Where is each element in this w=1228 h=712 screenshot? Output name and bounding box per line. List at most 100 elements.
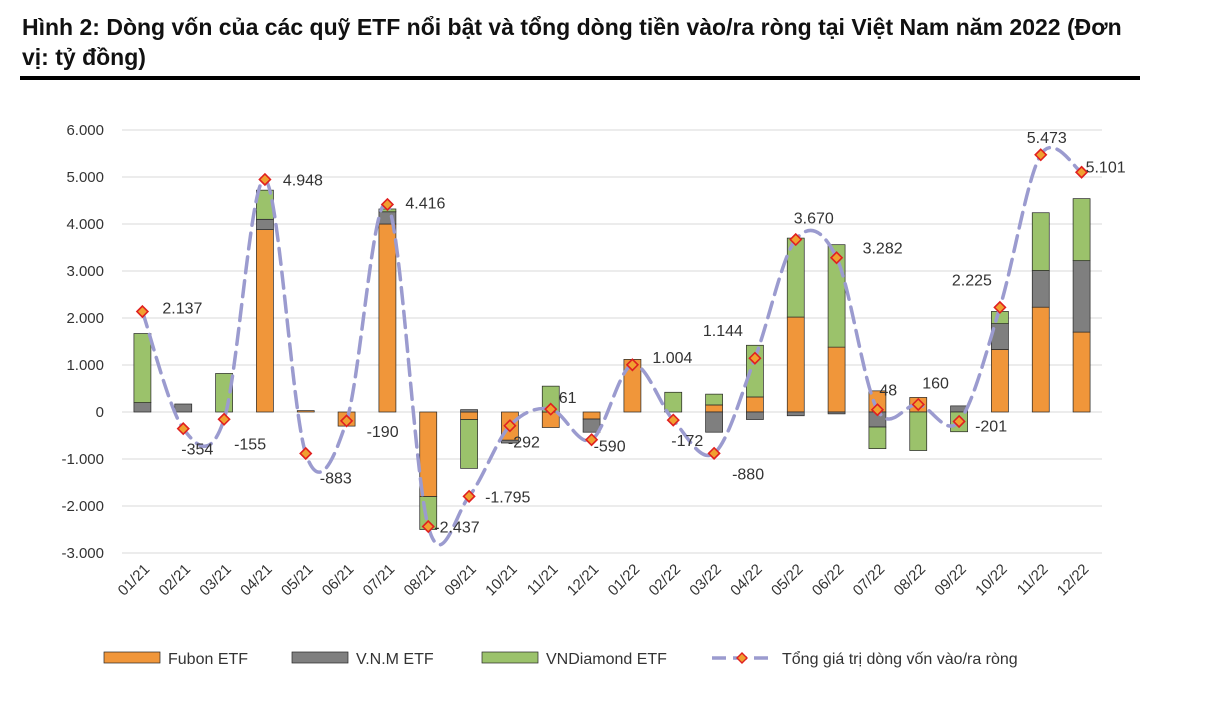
x-tick-label: 03/21 [196,561,235,600]
data-label-03-21: -155 [234,436,266,453]
total-marker-03-21 [217,412,231,426]
x-tick-label: 09/21 [441,561,480,600]
total-marker-02-21 [176,422,190,436]
y-tick-label: -3.000 [61,545,104,562]
data-label-10-22: 2.225 [952,272,992,289]
x-tick-label: 08/21 [401,561,440,600]
legend-label: V.N.M ETF [356,651,434,668]
data-label-02-22: -172 [671,433,703,450]
data-label-05-21: -883 [320,471,352,488]
data-label-07-22: 48 [879,383,897,400]
title-rule [20,76,1140,80]
chart-title: Hình 2: Dòng vốn của các quỹ ETF nổi bật… [22,14,1122,70]
x-tick-label: 06/21 [319,561,358,600]
total-marker-11-22 [1034,148,1048,162]
bar-fubon-etf-09-21 [460,411,478,420]
bar-v-n-m-etf-03-22 [705,411,723,433]
y-tick-label: -2.000 [61,498,104,515]
total-marker-02-22 [666,413,680,427]
x-tick-label: 07/21 [360,561,399,600]
data-label-01-21: 2.137 [162,301,202,318]
x-tick-label: 01/22 [605,561,644,600]
x-tick-label: 10/21 [482,561,521,600]
bar-fubon-etf-07-21 [378,223,397,413]
x-tick-label: 07/22 [850,561,889,600]
y-tick-label: 5.000 [66,169,104,186]
bar-vndiamond-etf-12-22 [1072,198,1091,262]
data-label-12-22: 5.101 [1086,159,1126,176]
x-tick-label: 11/22 [1014,561,1052,599]
total-marker-03-22 [707,446,721,460]
data-label-08-21: -2.437 [434,520,479,537]
legend-swatch-v-n-m-etf [291,651,349,664]
y-tick-label: 3.000 [66,263,104,280]
bar-vndiamond-etf-11-22 [1031,212,1050,271]
bar-v-n-m-etf-11-22 [1031,270,1050,308]
x-tick-label: 05/21 [278,561,317,600]
data-label-08-22: 160 [922,375,949,392]
x-tick-label: 03/22 [686,561,725,600]
data-label-01-22: 1.004 [652,350,692,367]
total-marker-08-21 [421,519,435,534]
y-tick-label: 4.000 [66,216,104,233]
bar-v-n-m-etf-06-22 [827,411,846,415]
data-label-11-21: 61 [559,390,577,407]
total-marker-06-21 [339,414,354,428]
total-marker-09-21 [462,489,476,503]
y-tick-label: 2.000 [66,310,104,327]
total-marker-05-21 [299,446,313,461]
data-label-02-21: -354 [181,442,213,459]
legend-swatch-vndiamond-etf [481,651,539,664]
y-tick-label: -1.000 [61,451,104,468]
legend-swatch-fubon-etf [103,651,161,664]
bar-v-n-m-etf-09-21 [460,409,478,413]
data-label-07-21: 4.416 [405,195,445,212]
total-marker-12-21 [584,433,599,447]
x-tick-label: 12/22 [1054,561,1093,600]
bar-fubon-etf-12-22 [1072,331,1091,413]
bar-fubon-etf-06-22 [827,346,846,413]
total-marker-10-21 [503,419,517,433]
x-tick-label: 12/21 [564,561,603,600]
data-label-06-21: -190 [367,424,399,441]
bar-v-n-m-etf-01-21 [133,402,152,413]
data-label-11-22: 5.473 [1027,130,1067,147]
total-marker-06-22 [829,251,844,265]
total-marker-12-22 [1074,165,1089,179]
total-flow-line [140,145,1084,547]
data-label-04-22: 1.144 [703,323,743,340]
data-label-05-22: 3.670 [794,211,834,228]
y-tick-label: 6.000 [66,122,104,139]
total-marker-09-22 [952,414,966,429]
total-marker-08-22 [911,397,925,412]
data-label-09-22: -201 [975,418,1007,435]
total-marker-05-22 [789,232,803,247]
data-label-09-21: -1.795 [485,489,530,506]
total-marker-04-21 [258,172,272,187]
bar-fubon-etf-12-21 [582,411,601,420]
bar-fubon-etf-11-22 [1031,306,1050,413]
bar-fubon-etf-10-22 [991,349,1009,413]
bar-fubon-etf-05-22 [786,316,805,413]
x-tick-label: 02/21 [156,561,195,600]
bar-v-n-m-etf-04-22 [746,411,764,420]
bar-vndiamond-etf-08-22 [909,411,928,451]
total-marker-07-21 [380,197,395,212]
total-marker-01-22 [625,358,640,372]
bar-v-n-m-etf-12-22 [1072,260,1091,333]
y-tick-label: 1.000 [66,357,104,374]
bar-fubon-etf-05-21 [296,410,315,413]
x-tick-label: 10/22 [972,561,1011,600]
bar-vndiamond-etf-07-22 [868,426,887,450]
legend-marker-swatch [736,652,748,664]
bar-v-n-m-etf-02-21 [174,403,193,413]
bar-vndiamond-etf-02-22 [664,391,683,413]
bar-v-n-m-etf-04-21 [256,218,274,230]
legend-label: VNDiamond ETF [546,651,667,668]
x-tick-label: 01/21 [115,561,154,600]
x-tick-label: 04/21 [237,561,276,600]
data-label-06-22: 3.282 [863,241,903,258]
legend-label: Fubon ETF [168,651,248,668]
data-label-10-21: -292 [508,435,540,452]
